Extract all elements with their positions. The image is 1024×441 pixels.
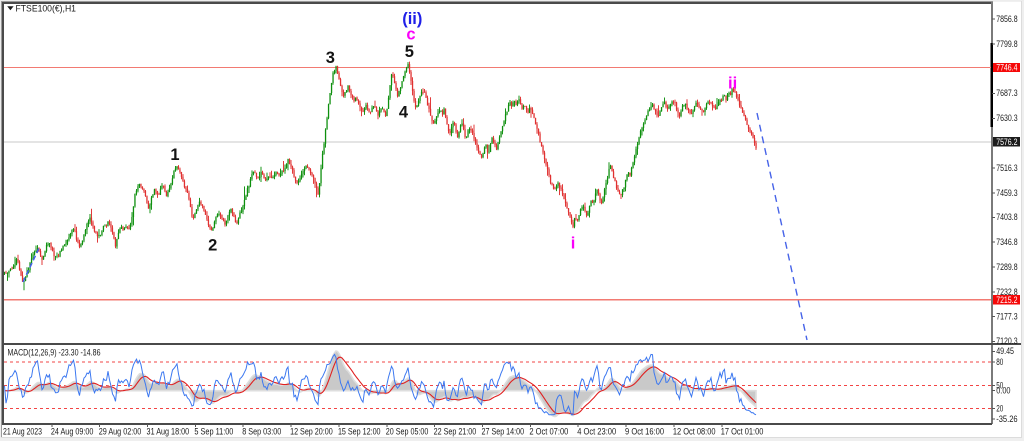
svg-text:7630.3: 7630.3 [996, 113, 1017, 123]
svg-text:2 Oct 07:00: 2 Oct 07:00 [529, 427, 568, 437]
svg-text:FTSE100(€),H1: FTSE100(€),H1 [16, 4, 77, 14]
svg-text:MACD(12,26,9) -23.30 -14.86: MACD(12,26,9) -23.30 -14.86 [8, 347, 101, 357]
svg-text:12 Sep 20:00: 12 Sep 20:00 [290, 427, 333, 437]
svg-text:7799.8: 7799.8 [996, 39, 1017, 49]
svg-text:5: 5 [405, 43, 414, 61]
svg-text:7576.2: 7576.2 [996, 137, 1017, 147]
svg-text:7459.3: 7459.3 [996, 188, 1017, 198]
svg-text:9 Oct 16:00: 9 Oct 16:00 [625, 427, 664, 437]
svg-text:4 Oct 23:00: 4 Oct 23:00 [577, 427, 616, 437]
svg-text:7177.3: 7177.3 [996, 311, 1017, 321]
svg-text:8 Sep 03:00: 8 Sep 03:00 [242, 427, 281, 437]
svg-text:49.45: 49.45 [996, 346, 1014, 356]
svg-text:21 Aug 2023: 21 Aug 2023 [3, 427, 42, 437]
svg-text:5 Sep 11:00: 5 Sep 11:00 [194, 427, 233, 437]
svg-text:(ii): (ii) [402, 10, 422, 28]
svg-text:4: 4 [399, 103, 409, 121]
svg-text:27 Sep 14:00: 27 Sep 14:00 [482, 427, 525, 437]
svg-text:-35.26: -35.26 [996, 414, 1017, 424]
svg-text:7215.2: 7215.2 [996, 295, 1017, 305]
svg-text:1: 1 [170, 146, 179, 164]
svg-text:7403.8: 7403.8 [996, 212, 1017, 222]
svg-text:31 Aug 18:00: 31 Aug 18:00 [147, 427, 190, 437]
svg-text:29 Aug 02:00: 29 Aug 02:00 [99, 427, 142, 437]
svg-text:0.00: 0.00 [996, 386, 1010, 396]
svg-text:7289.8: 7289.8 [996, 262, 1017, 272]
svg-text:12 Oct 08:00: 12 Oct 08:00 [673, 427, 716, 437]
svg-text:24 Aug 09:00: 24 Aug 09:00 [51, 427, 94, 437]
svg-text:c: c [406, 26, 415, 44]
svg-text:7346.8: 7346.8 [996, 237, 1017, 247]
svg-text:15 Sep 12:00: 15 Sep 12:00 [338, 427, 381, 437]
svg-text:i: i [571, 234, 576, 252]
svg-text:7120.3: 7120.3 [996, 336, 1017, 346]
svg-text:7516.3: 7516.3 [996, 163, 1017, 173]
svg-text:80: 80 [996, 357, 1003, 367]
svg-text:2: 2 [208, 236, 217, 254]
svg-text:20 Sep 05:00: 20 Sep 05:00 [386, 427, 429, 437]
svg-text:17 Oct 01:00: 17 Oct 01:00 [721, 427, 764, 437]
svg-text:22 Sep 21:00: 22 Sep 21:00 [434, 427, 477, 437]
svg-text:ii: ii [728, 75, 737, 93]
svg-text:7232.8: 7232.8 [996, 287, 1017, 297]
svg-text:7687.3: 7687.3 [996, 88, 1017, 98]
svg-text:50: 50 [996, 380, 1003, 390]
svg-text:20: 20 [996, 403, 1003, 413]
svg-text:7856.8: 7856.8 [996, 14, 1017, 24]
svg-text:7746.4: 7746.4 [996, 63, 1017, 73]
svg-text:3: 3 [326, 49, 335, 67]
